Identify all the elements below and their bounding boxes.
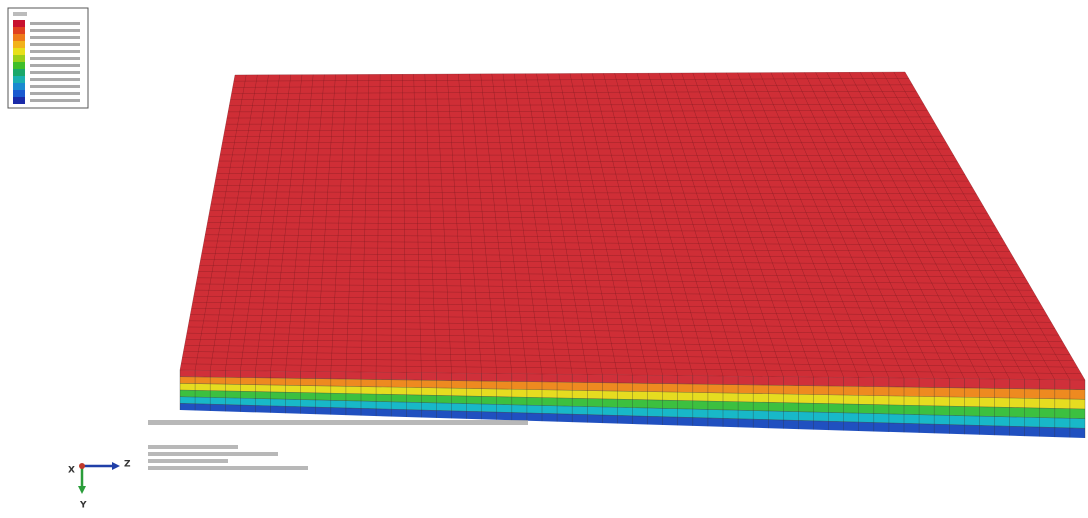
legend-value-blur: [30, 36, 80, 39]
y-label: Y: [79, 501, 87, 511]
legend-value-blur: [30, 29, 80, 32]
legend-value-blur: [30, 99, 80, 102]
status-text: [148, 420, 528, 470]
legend-swatch: [13, 20, 25, 27]
step-line-blur: [148, 445, 238, 449]
legend-swatch: [13, 34, 25, 41]
legend-swatch: [13, 97, 25, 104]
legend-value-blur: [30, 92, 80, 95]
legend-swatch: [13, 62, 25, 69]
legend-swatch: [13, 76, 25, 83]
x-label: X: [68, 466, 75, 476]
legend-swatch: [13, 41, 25, 48]
page: {"triad": {"z_label": "Z", "y_label": "Y…: [0, 0, 1088, 518]
deformed-line-blur: [148, 466, 308, 470]
z-label: Z: [124, 460, 131, 470]
z-arrow-head: [112, 462, 120, 470]
legend-swatch: [13, 83, 25, 90]
legend-swatch: [13, 27, 25, 34]
y-arrow-head: [78, 486, 86, 494]
legend-swatch: [13, 48, 25, 55]
legend-title-blur: [13, 12, 27, 16]
viewport: Z Y X: [0, 0, 1088, 518]
increment-line-blur: [148, 452, 278, 456]
status-line-blur: [148, 420, 528, 425]
legend-swatch: [13, 90, 25, 97]
x-axis-dot: [79, 463, 85, 469]
legend-value-blur: [30, 64, 80, 67]
legend-value-blur: [30, 85, 80, 88]
legend-value-blur: [30, 57, 80, 60]
legend: [8, 8, 88, 108]
legend-value-blur: [30, 78, 80, 81]
legend-value-blur: [30, 22, 80, 25]
legend-value-blur: [30, 43, 80, 46]
legend-value-blur: [30, 71, 80, 74]
var-line-blur: [148, 459, 228, 463]
legend-value-blur: [30, 50, 80, 53]
axis-triad: Z Y X: [68, 460, 131, 511]
legend-swatch: [13, 69, 25, 76]
legend-swatch: [13, 55, 25, 62]
